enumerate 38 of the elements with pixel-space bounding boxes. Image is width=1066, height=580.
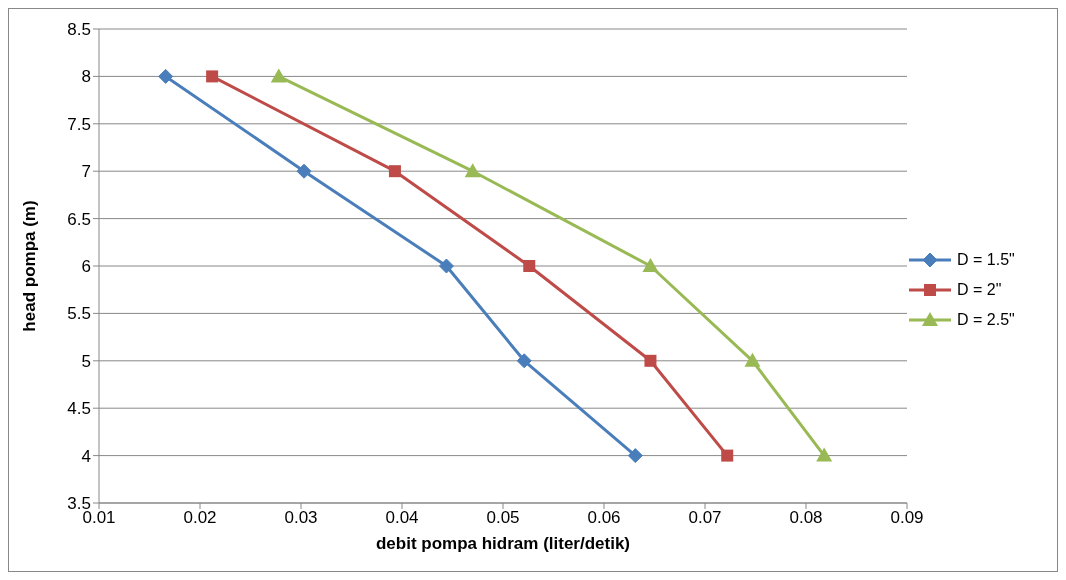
point — [388, 165, 401, 178]
point — [642, 258, 659, 272]
y-tick-label: 5 — [81, 351, 91, 371]
y-tick-label: 6 — [81, 257, 91, 277]
legend-label: D = 1.5" — [957, 251, 1015, 269]
legend-label: D = 2.5" — [957, 311, 1015, 329]
point — [816, 447, 833, 462]
point — [721, 449, 734, 462]
point — [644, 354, 657, 367]
y-axis-title: head pompa (m) — [20, 200, 40, 332]
y-tick-label: 7 — [81, 162, 91, 182]
point — [270, 68, 287, 83]
y-tick-label: 5.5 — [67, 304, 91, 324]
x-tick-label: 0.05 — [486, 508, 520, 528]
point — [206, 70, 219, 83]
y-tick-label: 8 — [81, 67, 91, 87]
point — [158, 68, 174, 84]
x-tick-label: 0.07 — [688, 508, 722, 528]
y-tick-label: 7.5 — [67, 114, 91, 134]
x-tick-label: 0.06 — [587, 508, 621, 528]
y-tick-label: 4 — [81, 446, 91, 466]
y-tick-label: 8.5 — [67, 20, 91, 40]
point — [438, 258, 454, 274]
y-tick-label: 6.5 — [67, 209, 91, 229]
legend-label: D = 2" — [957, 281, 1002, 299]
point — [516, 353, 532, 369]
x-tick-label: 0.09 — [890, 508, 924, 528]
x-tick-label: 0.04 — [385, 508, 419, 528]
x-tick-label: 0.02 — [183, 508, 217, 528]
point — [464, 163, 481, 178]
x-axis-title: debit pompa hidram (liter/detik) — [375, 534, 631, 554]
point — [523, 260, 536, 272]
point — [744, 352, 761, 367]
y-tick-label: 4.5 — [67, 399, 91, 419]
x-tick-label: 0.03 — [284, 508, 318, 528]
point — [627, 448, 643, 464]
point — [296, 163, 312, 179]
x-tick-label: 0.08 — [789, 508, 823, 528]
